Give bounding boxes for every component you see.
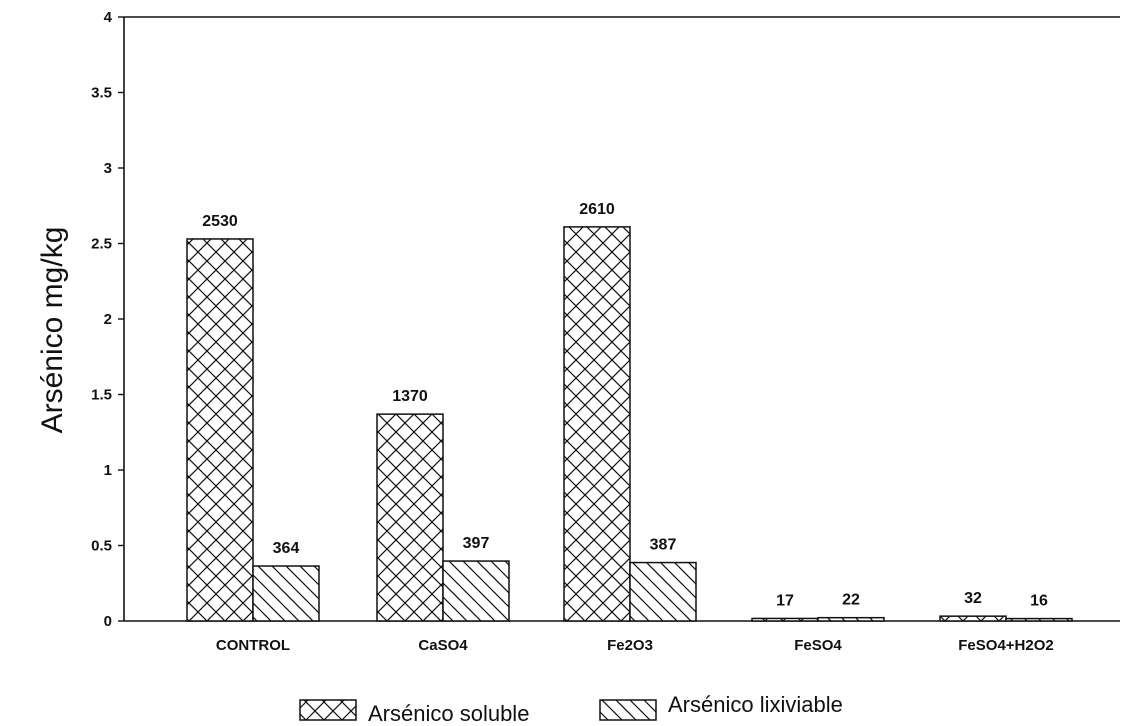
bar-lixiviable-2	[629, 561, 697, 622]
data-labels: 2530 364 1370 397 2610 387 17 22 32 16	[202, 201, 1048, 610]
x-tick-label: Fe2O3	[607, 637, 653, 654]
x-axis: CONTROL CaSO4 Fe2O3 FeSO4 FeSO4+H2O2	[216, 637, 1054, 654]
y-tick-label: 2	[104, 311, 112, 328]
data-label: 387	[650, 537, 677, 554]
y-tick-label: 0	[104, 613, 112, 630]
bar-lixiviable-4	[1005, 617, 1073, 622]
legend-swatch-soluble	[299, 699, 357, 721]
x-tick-label: FeSO4	[794, 637, 842, 654]
bar-soluble-0	[186, 238, 254, 622]
bar-lixiviable-3	[817, 616, 885, 622]
x-tick-label: CONTROL	[216, 637, 290, 654]
legend-label: Arsénico lixiviable	[668, 692, 843, 717]
bar-soluble-3	[751, 617, 819, 622]
data-label: 17	[776, 592, 794, 609]
y-tick-label: 2.5	[91, 236, 112, 253]
legend-label: Arsénico soluble	[368, 701, 529, 726]
data-label: 16	[1030, 593, 1048, 610]
y-tick-label: 3.5	[91, 85, 112, 102]
data-label: 22	[842, 592, 860, 609]
bars	[186, 226, 1073, 622]
data-label: 2610	[579, 201, 615, 218]
y-tick-label: 3	[104, 160, 112, 177]
data-label: 2530	[202, 213, 238, 230]
y-tick-label: 1.5	[91, 387, 112, 404]
bar-soluble-4	[939, 615, 1007, 622]
y-axis-title: Arsénico mg/kg	[36, 227, 69, 434]
bar-soluble-2	[563, 226, 631, 622]
y-axis: 0 0.5 1 1.5 2 2.5 3 3.5 4	[91, 9, 124, 630]
data-label: 1370	[392, 388, 428, 405]
x-tick-label: CaSO4	[418, 637, 468, 654]
x-tick-label: FeSO4+H2O2	[958, 637, 1053, 654]
y-tick-label: 4	[104, 9, 113, 26]
data-label: 364	[273, 540, 300, 557]
data-label: 397	[463, 535, 490, 552]
y-tick-label: 1	[104, 462, 112, 479]
y-tick-label: 0.5	[91, 538, 112, 555]
bar-lixiviable-0	[252, 565, 320, 622]
bar-soluble-1	[376, 413, 444, 622]
legend-swatch-lixiviable	[599, 699, 657, 721]
legend: Arsénico soluble Arsénico lixiviable	[299, 692, 843, 726]
data-label: 32	[964, 590, 982, 607]
bar-lixiviable-1	[442, 560, 510, 622]
